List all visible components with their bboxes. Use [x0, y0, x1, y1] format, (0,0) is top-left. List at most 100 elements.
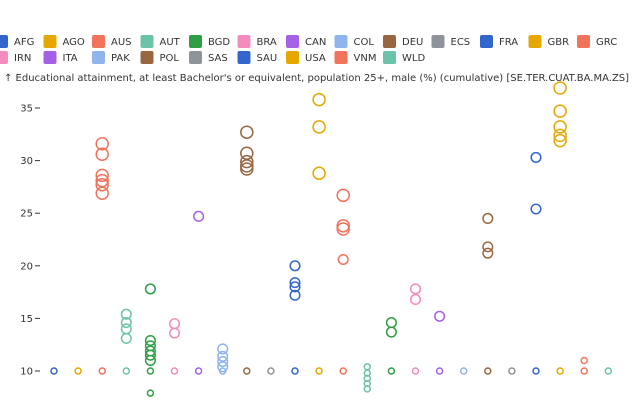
point-deu[interactable] — [240, 154, 254, 169]
point-pol[interactable] — [435, 367, 444, 375]
point-aus[interactable] — [95, 178, 109, 192]
legend-item-ecs[interactable]: ECS — [431, 35, 471, 48]
point-aut[interactable] — [120, 317, 132, 329]
point-bgd[interactable] — [144, 334, 156, 347]
point-bgd[interactable] — [144, 354, 156, 367]
point-aut[interactable] — [122, 367, 131, 375]
point-aus[interactable] — [95, 168, 109, 183]
point-ita[interactable] — [385, 317, 397, 329]
point-col[interactable] — [217, 361, 229, 373]
point-irn[interactable] — [363, 385, 372, 393]
point-sau[interactable] — [484, 367, 492, 375]
point-wld[interactable] — [553, 120, 567, 134]
point-ita[interactable] — [385, 326, 397, 338]
point-can[interactable] — [194, 367, 203, 375]
point-aus[interactable] — [95, 147, 109, 162]
point-bra[interactable] — [168, 318, 181, 330]
point-aus[interactable] — [95, 186, 109, 200]
point-col[interactable] — [217, 355, 229, 368]
y-tick-label: 10 — [20, 367, 33, 378]
point-bgd[interactable] — [146, 367, 155, 375]
point-ecs[interactable] — [267, 367, 275, 375]
point-wld[interactable] — [553, 81, 567, 95]
point-gbr[interactable] — [312, 120, 326, 134]
point-grc[interactable] — [337, 253, 349, 266]
point-fra[interactable] — [289, 260, 301, 272]
point-pol[interactable] — [434, 310, 446, 322]
legend-item-sas[interactable]: SAS — [189, 51, 228, 64]
legend-item-bgd[interactable]: BGD — [189, 35, 230, 48]
legend-swatch — [577, 35, 590, 48]
point-deu[interactable] — [240, 162, 254, 176]
point-wld[interactable] — [556, 367, 564, 375]
legend-item-irn[interactable]: IRN — [0, 51, 31, 64]
point-aut2[interactable] — [604, 367, 613, 375]
point-gbr[interactable] — [312, 166, 326, 180]
point-wld[interactable] — [553, 133, 567, 148]
point-grc[interactable] — [336, 219, 350, 233]
point-fra[interactable] — [289, 277, 301, 289]
point-deu[interactable] — [240, 159, 254, 173]
point-grc2[interactable] — [580, 367, 588, 375]
legend-item-grc[interactable]: GRC — [577, 35, 617, 48]
point-sau[interactable] — [482, 212, 494, 225]
legend-item-pak[interactable]: PAK — [92, 51, 130, 64]
point-grc[interactable] — [336, 222, 350, 236]
point-can[interactable] — [193, 210, 205, 222]
point-fra[interactable] — [289, 281, 301, 293]
point-bgd[interactable] — [144, 283, 156, 295]
point-col[interactable] — [217, 350, 229, 362]
point-deu[interactable] — [240, 125, 254, 139]
point-wld[interactable] — [553, 104, 567, 118]
point-afg[interactable] — [50, 367, 58, 375]
legend-item-deu[interactable]: DEU — [383, 35, 423, 48]
legend-item-aut[interactable]: AUT — [140, 35, 181, 48]
point-aut[interactable] — [120, 332, 132, 344]
legend-item-wld[interactable]: WLD — [383, 51, 425, 64]
legend-item-aus[interactable]: AUS — [92, 35, 132, 48]
legend-item-usa[interactable]: USA — [286, 51, 326, 64]
point-grc[interactable] — [339, 367, 347, 375]
legend-item-can[interactable]: CAN — [286, 35, 326, 48]
point-pak[interactable] — [411, 367, 420, 375]
point-bra[interactable] — [168, 327, 181, 339]
point-gbr[interactable] — [315, 367, 323, 375]
legend-item-vnm[interactable]: VNM — [334, 51, 377, 64]
legend-item-ita[interactable]: ITA — [43, 51, 78, 64]
legend-item-ago[interactable]: AGO — [43, 35, 85, 48]
legend-item-bra[interactable]: BRA — [237, 35, 277, 48]
point-ago[interactable] — [74, 367, 82, 375]
point-pak[interactable] — [409, 293, 422, 306]
point-usa[interactable] — [508, 367, 516, 375]
point-grc[interactable] — [336, 188, 350, 203]
point-sau[interactable] — [482, 241, 494, 253]
point-aut[interactable] — [120, 308, 132, 320]
legend-item-sau[interactable]: SAU — [237, 51, 278, 64]
point-grc2[interactable] — [580, 356, 588, 365]
point-wld[interactable] — [553, 128, 567, 143]
point-col[interactable] — [217, 343, 229, 355]
point-sau[interactable] — [482, 247, 494, 259]
point-bgd[interactable] — [144, 349, 156, 361]
point-ita[interactable] — [387, 367, 396, 375]
point-gbr[interactable] — [312, 92, 326, 107]
legend-item-pol[interactable]: POL — [140, 51, 180, 64]
point-aut[interactable] — [120, 323, 132, 335]
point-sas[interactable] — [459, 367, 468, 375]
point-vnm[interactable] — [530, 203, 542, 215]
legend-item-gbr[interactable]: GBR — [528, 35, 570, 48]
legend-item-col[interactable]: COL — [334, 35, 375, 48]
legend-item-fra[interactable]: FRA — [480, 35, 518, 48]
point-fra[interactable] — [291, 367, 299, 375]
point-bgd[interactable] — [146, 389, 155, 397]
point-vnm[interactable] — [532, 367, 540, 375]
point-aus[interactable] — [98, 367, 106, 375]
legend-item-afg[interactable]: AFG — [0, 35, 34, 48]
point-bra[interactable] — [170, 367, 179, 375]
point-aus[interactable] — [95, 137, 109, 151]
point-irn[interactable] — [363, 363, 372, 371]
point-vnm[interactable] — [530, 151, 542, 163]
point-pak[interactable] — [409, 283, 422, 295]
point-deu[interactable] — [243, 367, 251, 375]
point-fra[interactable] — [289, 289, 301, 301]
